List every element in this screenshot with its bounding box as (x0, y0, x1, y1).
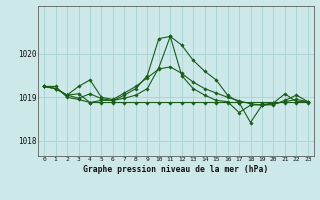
X-axis label: Graphe pression niveau de la mer (hPa): Graphe pression niveau de la mer (hPa) (84, 165, 268, 174)
